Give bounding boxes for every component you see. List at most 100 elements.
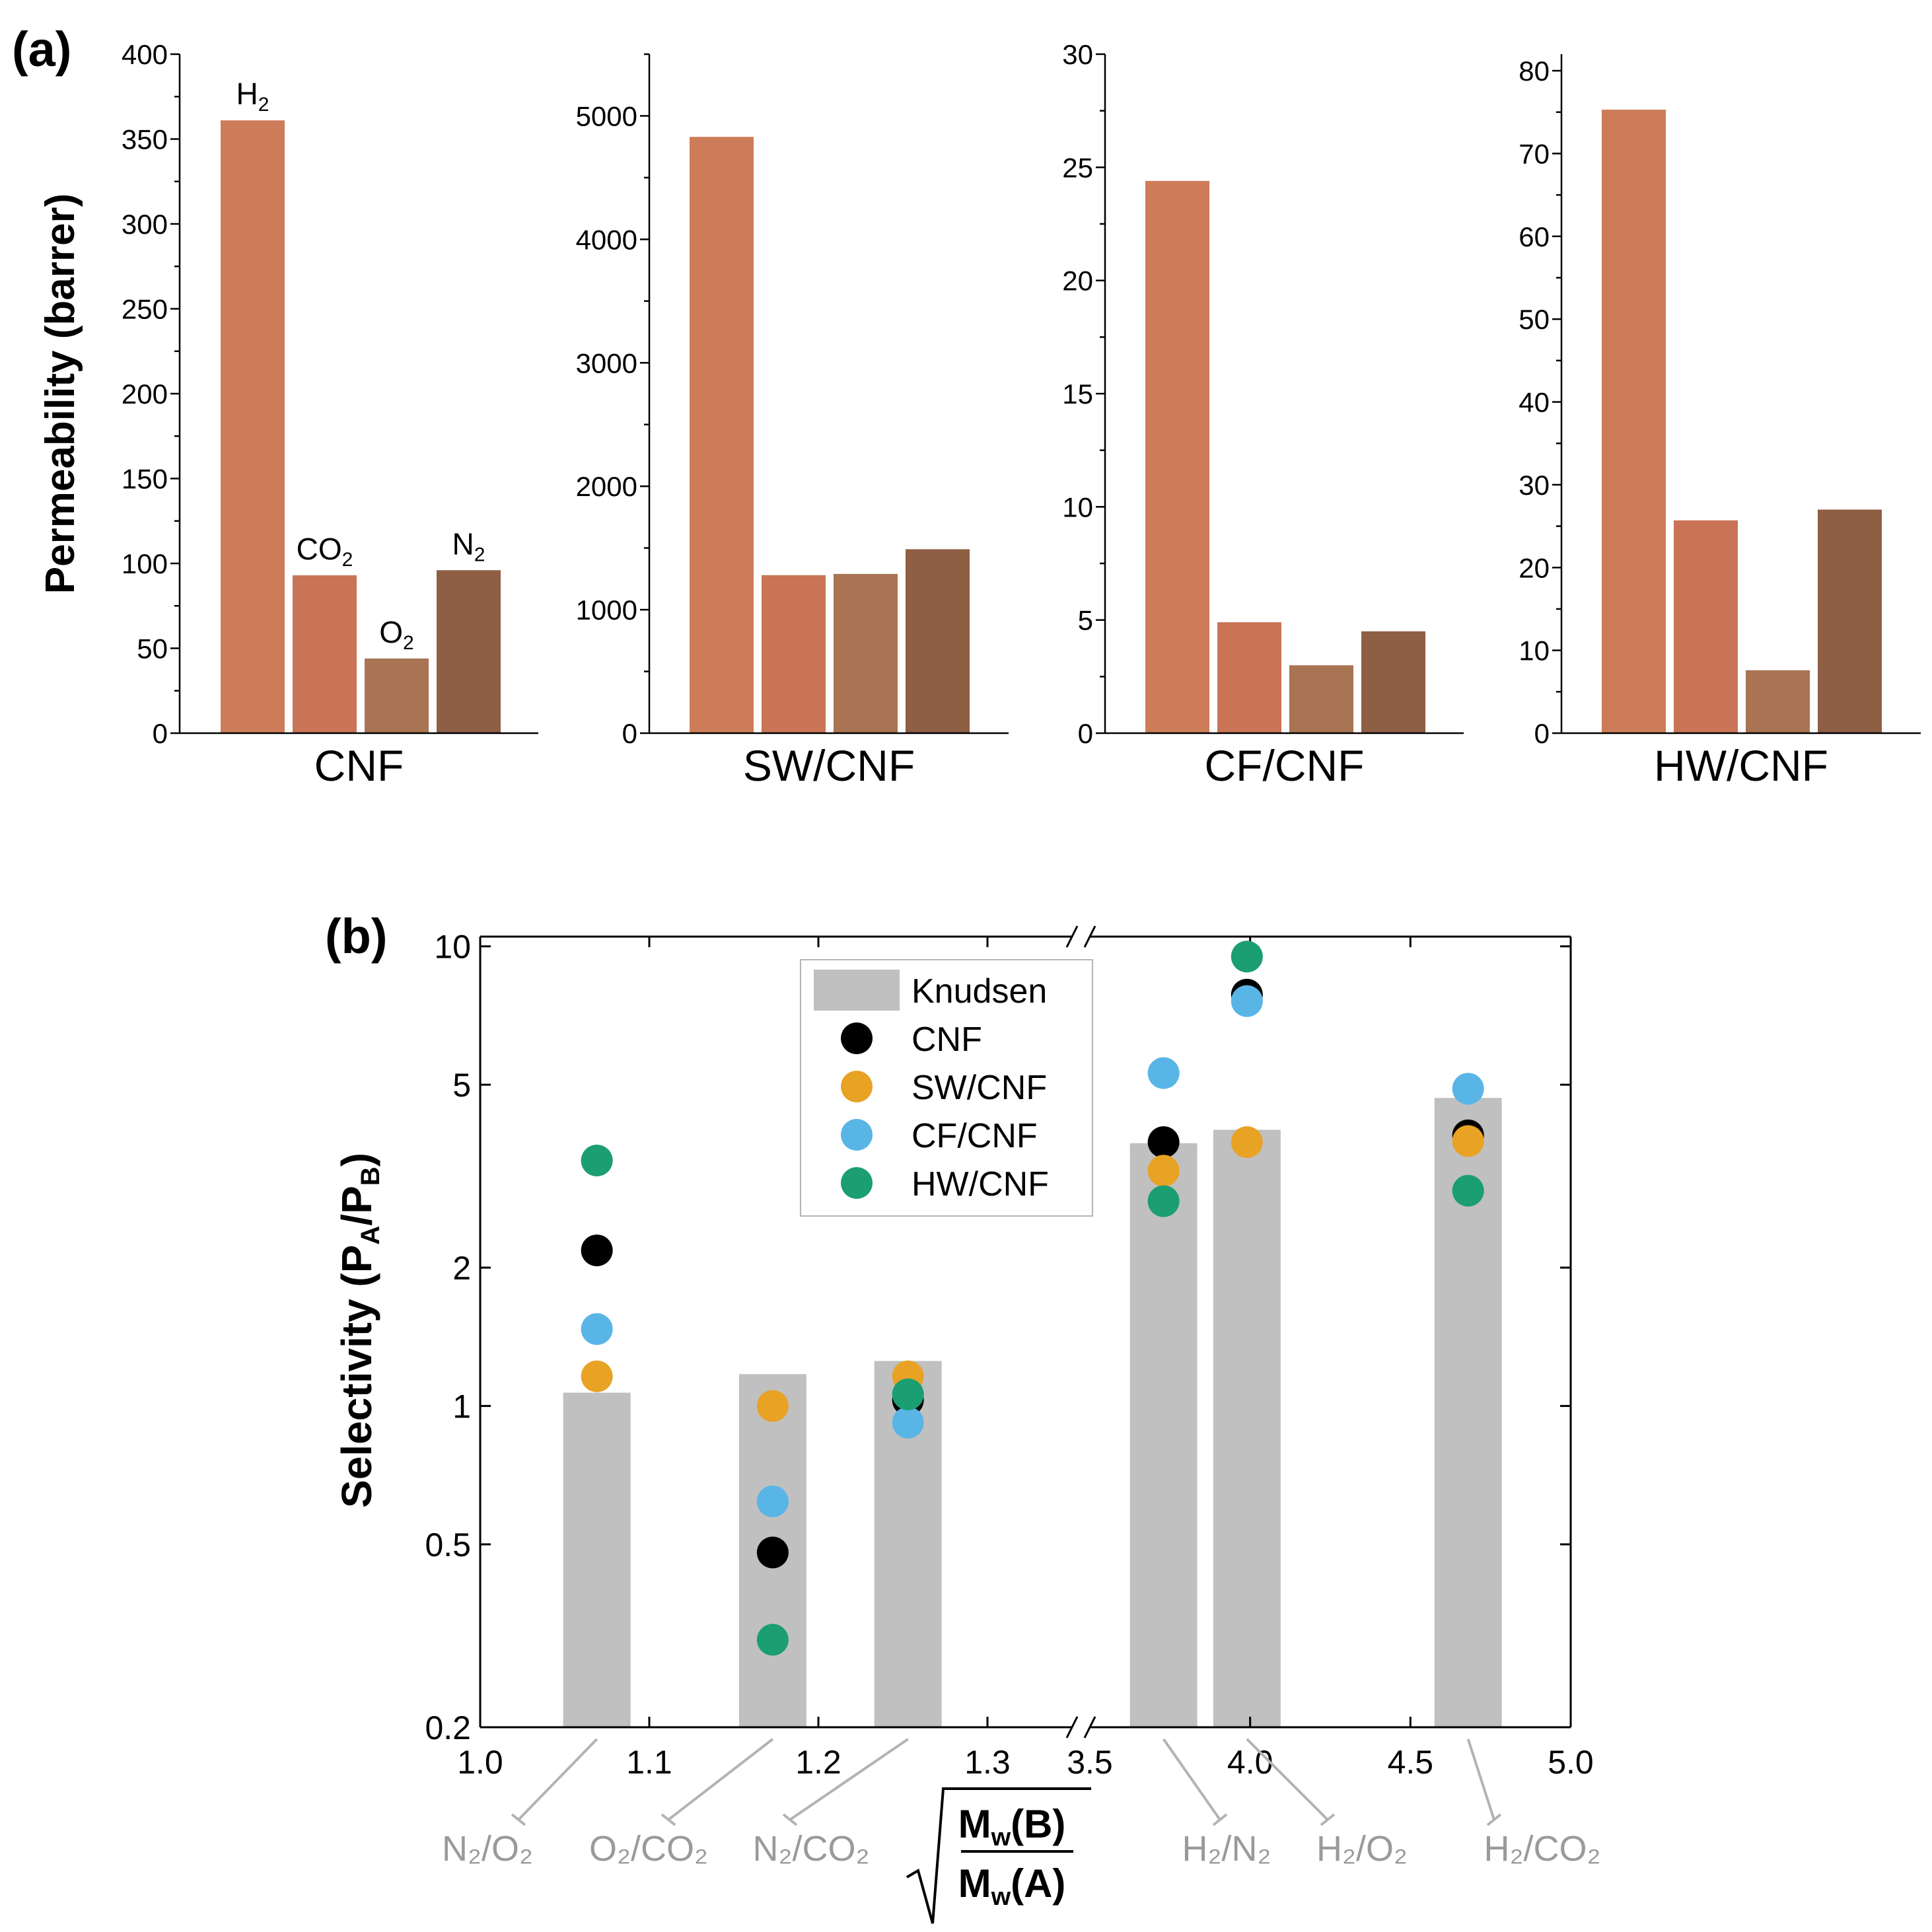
point-cf-cnf: [892, 1406, 924, 1439]
panel-title: CNF: [314, 741, 404, 790]
point-cf-cnf: [756, 1485, 789, 1518]
y-tick-label: 0: [153, 718, 168, 749]
selectivity-panel: 0.2 0.5 1 2 5 10 1.0 1.1 1.2 1.3 3.5 4.0 4.5 5.0 N₂/O₂…: [425, 925, 1601, 1869]
y-tick-label: 4000: [576, 224, 637, 255]
y-tick-label: 15: [1062, 378, 1093, 410]
y-tick-label: 0: [622, 718, 637, 749]
bar-n2: [1361, 631, 1425, 733]
y-tick-label: 400: [122, 39, 168, 70]
pair-pointer-line: [1466, 1738, 1495, 1820]
pair-pointer-cap: [661, 1813, 676, 1826]
y-axis-label-b: Selectivity (PA/PB): [333, 1153, 385, 1508]
y-tick-label: 300: [122, 209, 168, 240]
x-tick-label: 1.1: [626, 1744, 672, 1781]
point-hw-cnf: [1231, 941, 1263, 973]
bar-panel-2: 0 1000 2000 3000 4000 5000 SW/CNF: [576, 53, 1009, 790]
axis-break-mark: [1083, 1716, 1096, 1738]
pair-label: O₂/CO₂: [589, 1829, 708, 1869]
bar-panel-3: 0 5 10 15 20 25 30 CF/CNF: [1062, 39, 1464, 790]
bar-h2: [221, 120, 285, 734]
y-tick-label: 10: [434, 929, 471, 966]
point-cf-cnf: [1452, 1073, 1484, 1105]
y-tick-label: 30: [1062, 39, 1093, 70]
bar-o2: [834, 573, 898, 733]
point-sw-cnf: [1452, 1125, 1484, 1157]
y-tick-label: 10: [1519, 635, 1550, 666]
axis-break-mark: [1065, 1716, 1079, 1738]
bar-label-o2: O2: [379, 615, 413, 654]
y-tick-label: 50: [137, 633, 168, 664]
x-tick-label: 4.0: [1227, 1744, 1273, 1781]
point-hw-cnf: [756, 1624, 789, 1656]
panel-title: CF/CNF: [1205, 741, 1365, 790]
legend-marker-cf-cnf: [841, 1119, 873, 1151]
y-tick-label: 50: [1519, 304, 1550, 335]
y-axis-label-a: Permeability (barrer): [38, 194, 83, 594]
y-tick-label: 1000: [576, 594, 637, 626]
pair-pointer-cap: [1320, 1813, 1336, 1826]
y-tick-label: 2000: [576, 471, 637, 502]
y-tick-label: 70: [1519, 138, 1550, 169]
bar-label-co2: CO2: [297, 532, 353, 571]
bar-label-n2: N2: [452, 526, 485, 565]
pair-pointer-line: [667, 1738, 774, 1821]
pair-label: H₂/CO₂: [1484, 1829, 1601, 1869]
panel-title: HW/CNF: [1654, 741, 1828, 790]
legend-label-cf-cnf: CF/CNF: [912, 1117, 1038, 1155]
y-tick-label: 1: [452, 1388, 471, 1425]
pair-pointer-line: [1246, 1738, 1329, 1821]
y-tick-label: 10: [1062, 491, 1093, 522]
axis-break-mark: [1065, 925, 1079, 948]
pair-pointer-cap: [1486, 1813, 1502, 1826]
bar-panel-4: 0 10 20 30 40 50 60 70 80 HW/CNF: [1519, 54, 1921, 790]
point-cnf: [1147, 1126, 1180, 1159]
y-tick-label: 5: [452, 1067, 471, 1104]
pair-pointer-line: [517, 1738, 598, 1821]
x-tick-label: 1.3: [964, 1744, 1011, 1781]
y-tick-label: 20: [1062, 266, 1093, 297]
point-sw-cnf: [756, 1390, 789, 1422]
y-tick-label: 40: [1519, 387, 1550, 418]
x-label-denominator: Mw(A): [958, 1861, 1066, 1911]
pair-pointer-line: [1162, 1738, 1221, 1821]
pair-label: N₂/O₂: [442, 1829, 533, 1869]
point-hw-cnf: [1452, 1174, 1484, 1207]
point-cnf: [756, 1536, 789, 1569]
y-tick-label: 200: [122, 378, 168, 410]
x-tick-label: 3.5: [1067, 1744, 1113, 1781]
x-tick-label: 4.5: [1388, 1744, 1434, 1781]
panel-title: SW/CNF: [743, 741, 915, 790]
bar-panel-1: 0 50 100 150 200 250 300 350 400 CNF: [122, 39, 538, 790]
panel-label-b: (b): [325, 909, 388, 964]
bar-h2: [1602, 109, 1666, 733]
x-tick-label: 5.0: [1548, 1744, 1594, 1781]
point-sw-cnf: [1147, 1155, 1180, 1187]
y-tick-label: 0: [1534, 718, 1550, 749]
point-sw-cnf: [1231, 1126, 1263, 1159]
y-tick-label: 2: [452, 1250, 471, 1287]
y-tick-label: 3000: [576, 347, 637, 378]
legend: Knudsen CNF SW/CNF CF/CNF HW/CNF: [800, 959, 1093, 1217]
pair-label: H₂/N₂: [1182, 1829, 1271, 1869]
bar-o2: [1289, 665, 1353, 733]
bar-co2: [1674, 520, 1738, 733]
legend-label-cnf: CNF: [912, 1020, 982, 1059]
y-tick-label: 25: [1062, 152, 1093, 183]
bar-o2: [365, 658, 429, 733]
knudsen-bar: [1129, 1143, 1198, 1727]
bar-n2: [906, 549, 970, 733]
bar-co2: [293, 575, 357, 733]
y-tick-label: 150: [122, 464, 168, 495]
pair-pointer-cap: [782, 1813, 798, 1826]
x-tick-label: 1.2: [795, 1744, 841, 1781]
y-tick-label: 350: [122, 124, 168, 155]
pair-pointer-line: [789, 1738, 909, 1821]
bar-co2: [1217, 622, 1281, 733]
point-hw-cnf: [1147, 1185, 1180, 1217]
y-tick-label: 0: [1078, 718, 1093, 749]
legend-swatch-knudsen: [814, 970, 900, 1011]
pair-label: N₂/CO₂: [753, 1829, 870, 1869]
y-tick-label: 5000: [576, 100, 637, 131]
legend-label-hw-cnf: HW/CNF: [912, 1165, 1049, 1203]
